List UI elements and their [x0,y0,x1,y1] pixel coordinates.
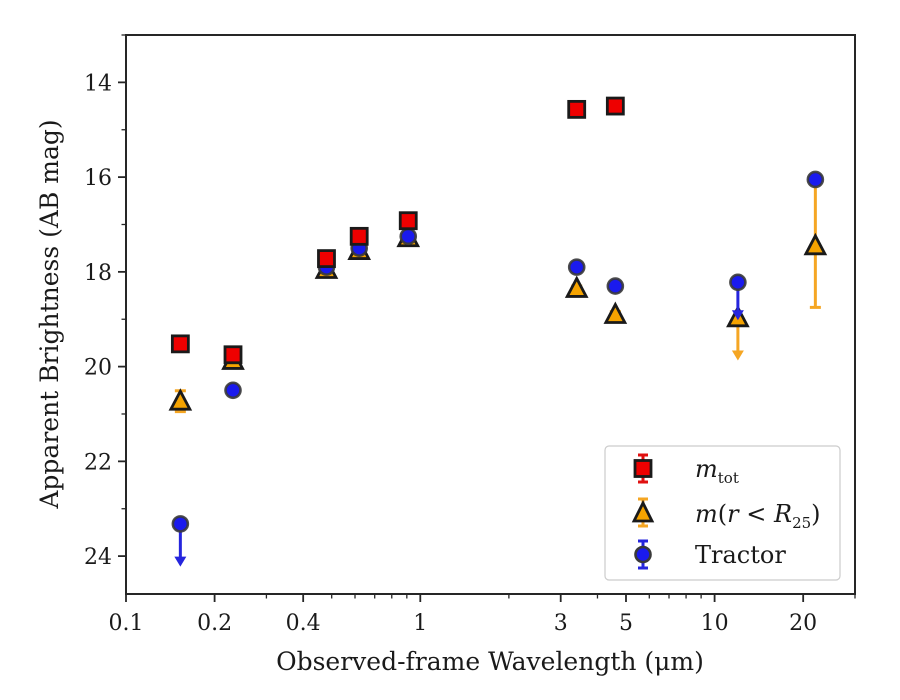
plot-frame [125,34,856,595]
legend-mtot-marker [633,459,653,478]
y-axis-title: Apparent Brightness (AB mag) [35,119,64,509]
marker-tractor-5 [567,258,586,276]
marker-mtot-4 [398,211,418,231]
y-tick-label-5: 24 [84,545,112,570]
marker-tractor-7 [729,273,747,292]
marker-tractor-6 [606,277,625,295]
legend-entry-tractor: Tractor [634,539,786,570]
series-mr25 [168,182,828,414]
x-tick-label-7: 20 [789,611,817,636]
y-tick-label-2: 18 [84,261,112,286]
marker-mr25-5 [564,275,589,298]
marker-mtot-1 [223,345,243,365]
marker-tractor-0 [171,515,190,533]
marker-tractor-4 [399,227,418,246]
x-tick-label-6: 10 [701,611,729,636]
upper-limit-arrow-tractor-0 [174,556,187,567]
data-points [168,96,828,567]
y-tick-label-0: 14 [84,71,112,96]
x-tick-label-3: 1 [413,611,427,636]
marker-mtot-2 [317,249,336,269]
legend-box [604,445,841,581]
marker-mtot-0 [170,334,190,354]
y-tick-label-1: 16 [84,166,112,191]
marker-mtot-6 [605,96,625,116]
legend-entry-m-r25: m(r < R25) [631,497,821,532]
legend-mtot-label: mtot [695,455,739,487]
legend-entry-mtot: mtot [633,453,739,487]
y-tick-label-3: 20 [84,356,112,381]
legend-tractor-label: Tractor [695,541,786,569]
x-tick-label-2: 0.4 [286,611,321,636]
x-tick-label-5: 5 [619,611,633,636]
marker-mr25-0 [168,388,193,411]
x-axis-title: Observed-frame Wavelength (μm) [276,647,704,676]
marker-mtot-5 [567,99,587,119]
legend-mr25-label: m(r < R25) [695,500,821,532]
upper-limit-arrow-tractor-7 [731,310,744,321]
upper-limit-arrow-mr25-7 [731,350,744,361]
x-tick-label-0: 0.1 [109,611,144,636]
legend-tractor-marker [634,545,652,564]
x-tick-label-4: 3 [554,611,568,636]
x-tick-label-1: 0.2 [197,611,232,636]
legend: mtot m(r < R25) Tractor [604,445,841,581]
series-mtot [170,96,625,365]
axis-ticks: 0.1 0.2 0.4 1 3 5 10 20 14 16 18 20 22 24 [84,34,856,636]
marker-mr25-8 [803,232,828,256]
marker-tractor-1 [224,381,242,400]
marker-mtot-3 [349,226,369,246]
marker-mr25-6 [603,301,628,324]
y-tick-label-4: 22 [84,450,112,475]
marker-tractor-8 [806,170,825,189]
legend-mr25-marker [631,499,655,523]
